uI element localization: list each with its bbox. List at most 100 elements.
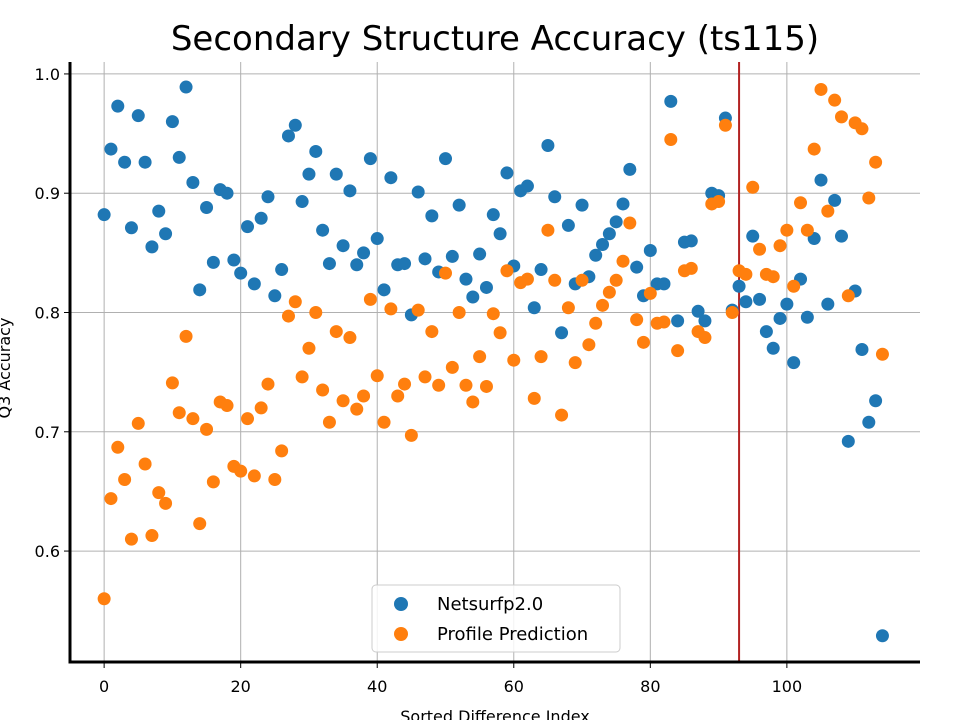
point-netsurfp	[698, 314, 712, 328]
point-profile	[500, 264, 514, 278]
point-profile	[616, 254, 630, 268]
point-profile	[589, 316, 603, 330]
y-axis-ticks: 0.6 0.7 0.8 0.9 1.0	[35, 65, 70, 561]
point-netsurfp	[131, 109, 145, 123]
point-profile	[834, 110, 848, 124]
point-netsurfp	[275, 263, 289, 277]
point-netsurfp	[241, 220, 255, 234]
point-profile	[452, 306, 466, 319]
point-netsurfp	[862, 415, 876, 429]
point-profile	[302, 341, 316, 355]
point-netsurfp	[773, 311, 787, 325]
point-profile	[582, 338, 596, 352]
point-profile	[712, 195, 726, 209]
point-netsurfp	[179, 80, 193, 94]
point-netsurfp	[459, 272, 473, 286]
point-netsurfp	[657, 277, 671, 291]
point-profile	[131, 416, 145, 430]
point-netsurfp	[643, 243, 657, 257]
point-profile	[766, 270, 780, 284]
x-tick-label: 100	[772, 677, 803, 696]
point-profile	[377, 415, 391, 429]
point-netsurfp	[534, 263, 548, 277]
point-profile	[800, 223, 814, 237]
point-profile	[220, 399, 234, 413]
y-axis-label: Q3 Accuracy	[0, 318, 14, 419]
point-netsurfp	[664, 94, 678, 108]
point-netsurfp	[281, 129, 295, 143]
point-profile	[138, 457, 152, 471]
point-netsurfp	[589, 248, 603, 262]
point-netsurfp	[766, 341, 780, 355]
point-netsurfp	[841, 434, 855, 448]
point-profile	[534, 350, 548, 364]
point-profile	[398, 377, 412, 391]
point-netsurfp	[493, 227, 507, 241]
point-netsurfp	[828, 193, 842, 207]
point-netsurfp	[814, 173, 828, 187]
point-netsurfp	[445, 249, 459, 263]
point-profile	[493, 326, 507, 340]
point-profile	[875, 347, 889, 361]
point-profile	[384, 302, 398, 316]
point-profile	[473, 350, 487, 364]
point-netsurfp	[200, 201, 214, 215]
point-profile	[172, 406, 186, 420]
point-netsurfp	[834, 229, 848, 243]
y-tick-label: 0.9	[35, 184, 60, 203]
point-netsurfp	[486, 208, 500, 222]
point-profile	[241, 412, 255, 426]
data-points	[97, 80, 889, 643]
point-netsurfp	[309, 144, 323, 158]
point-profile	[254, 401, 268, 415]
point-profile	[780, 223, 794, 237]
point-netsurfp	[316, 223, 330, 237]
point-profile	[486, 307, 500, 321]
point-netsurfp	[165, 115, 179, 129]
point-netsurfp	[384, 171, 398, 185]
point-netsurfp	[452, 198, 466, 212]
legend-marker-netsurfp	[394, 597, 408, 611]
point-profile	[247, 469, 261, 483]
point-netsurfp	[555, 326, 569, 340]
y-tick-label: 0.6	[35, 542, 60, 561]
point-profile	[316, 383, 330, 397]
point-netsurfp	[739, 295, 753, 309]
point-netsurfp	[288, 118, 302, 132]
point-profile	[855, 122, 869, 136]
point-profile	[664, 133, 678, 147]
point-netsurfp	[111, 99, 125, 113]
point-profile	[445, 360, 459, 374]
point-netsurfp	[439, 152, 452, 166]
point-netsurfp	[800, 310, 814, 324]
y-tick-label: 0.8	[35, 303, 60, 322]
point-profile	[746, 180, 760, 194]
point-profile	[623, 216, 637, 230]
point-profile	[275, 444, 289, 458]
point-netsurfp	[234, 266, 248, 280]
point-netsurfp	[527, 301, 541, 315]
point-profile	[541, 223, 555, 237]
point-profile	[425, 325, 439, 339]
point-profile	[145, 529, 159, 543]
point-netsurfp	[377, 283, 391, 297]
point-profile	[118, 473, 132, 486]
point-netsurfp	[206, 255, 220, 269]
point-profile	[459, 378, 473, 392]
point-profile	[432, 378, 446, 392]
x-tick-label: 0	[99, 677, 109, 696]
point-profile	[787, 279, 801, 293]
point-netsurfp	[357, 246, 371, 260]
point-netsurfp	[138, 155, 152, 169]
x-tick-label: 80	[640, 677, 660, 696]
point-profile	[479, 379, 493, 393]
point-profile	[568, 356, 582, 370]
point-netsurfp	[691, 304, 705, 318]
point-profile	[609, 273, 623, 287]
point-netsurfp	[411, 185, 425, 199]
point-profile	[862, 191, 876, 205]
point-profile	[206, 475, 220, 489]
point-netsurfp	[97, 208, 111, 222]
point-profile	[281, 309, 295, 323]
